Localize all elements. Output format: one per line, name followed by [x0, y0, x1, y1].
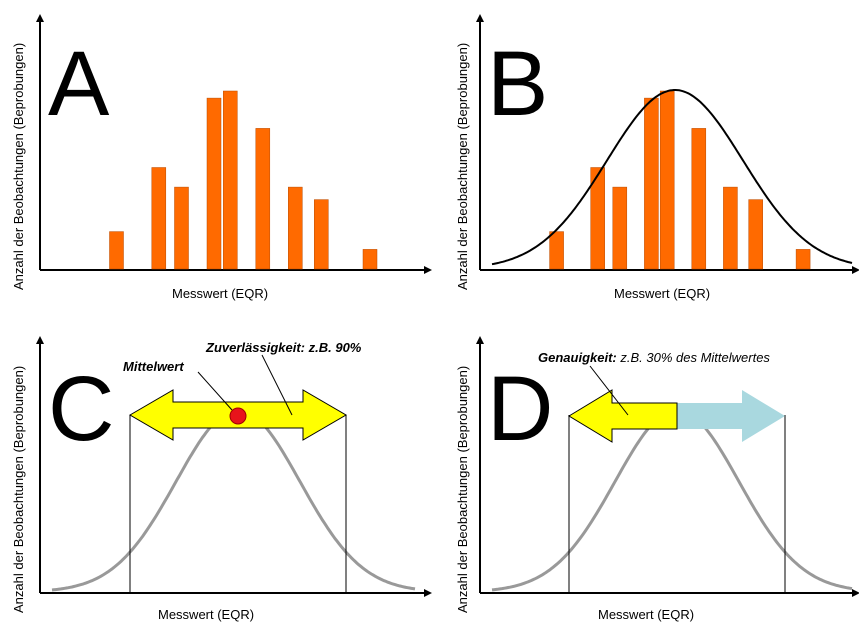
histogram-bar: [109, 231, 124, 270]
x-axis-label: Messwert (EQR): [598, 607, 694, 622]
panel-b: B Anzahl der Beobachtungen (Beprobungen)…: [455, 14, 859, 301]
histogram-bar: [748, 199, 763, 270]
histogram-bar: [612, 186, 628, 270]
histogram-bar: [174, 186, 189, 270]
mirror-arrow-right: [677, 390, 785, 442]
reliability-pointer-line: [261, 354, 293, 416]
y-axis-label: Anzahl der Beobachtungen (Beprobungen): [11, 43, 26, 290]
reliability-label: Zuverlässigkeit: z.B. 90%: [205, 340, 362, 355]
histogram-bar: [549, 231, 564, 270]
reliability-label-bold: Zuverlässigkeit:: [205, 340, 305, 355]
panel-letter: C: [48, 358, 114, 460]
histogram-bar: [590, 167, 605, 270]
precision-arrow-left: [568, 389, 678, 443]
y-axis-label: Anzahl der Beobachtungen (Beprobungen): [455, 366, 470, 613]
histogram-bar: [795, 249, 811, 270]
panel-a: A Anzahl der Beobachtungen (Beprobungen)…: [11, 14, 432, 301]
histogram-bars: [549, 90, 811, 270]
y-axis-label: Anzahl der Beobachtungen (Beprobungen): [11, 366, 26, 613]
histogram-bar: [151, 167, 167, 270]
y-axis-label: Anzahl der Beobachtungen (Beprobungen): [455, 43, 470, 290]
histogram-bar: [223, 90, 238, 270]
histogram-bar: [206, 97, 222, 270]
x-axis-label: Messwert (EQR): [614, 286, 710, 301]
x-axis-label: Messwert (EQR): [172, 286, 268, 301]
histogram-bar: [723, 186, 738, 270]
panel-d: D Anzahl der Beobachtungen (Beprobungen)…: [455, 336, 859, 622]
mean-label: Mittelwert: [123, 359, 184, 374]
precision-pointer-line: [589, 365, 629, 416]
x-axis-label: Messwert (EQR): [158, 607, 254, 622]
precision-label: Genauigkeit: z.B. 30% des Mittelwertes: [538, 350, 770, 365]
precision-label-bold: Genauigkeit:: [538, 350, 617, 365]
histogram-bar: [644, 97, 659, 270]
histogram-bar: [659, 90, 675, 270]
histogram-bars: [109, 90, 378, 270]
panel-letter: D: [487, 358, 553, 460]
panel-letter: B: [487, 33, 548, 135]
histogram-bar: [314, 199, 329, 270]
panel-letter: A: [48, 33, 110, 135]
precision-label-rest: z.B. 30% des Mittelwertes: [617, 350, 771, 365]
mean-dot: [229, 407, 247, 425]
histogram-bar: [691, 128, 707, 270]
histogram-bar: [288, 186, 303, 270]
mean-pointer-line: [197, 371, 233, 411]
histogram-bar: [362, 249, 378, 270]
reliability-label-rest: z.B. 90%: [305, 340, 362, 355]
normal-curve: [491, 89, 853, 266]
panel-c: C Anzahl der Beobachtungen (Beprobungen)…: [11, 336, 432, 622]
histogram-bar: [255, 128, 271, 270]
